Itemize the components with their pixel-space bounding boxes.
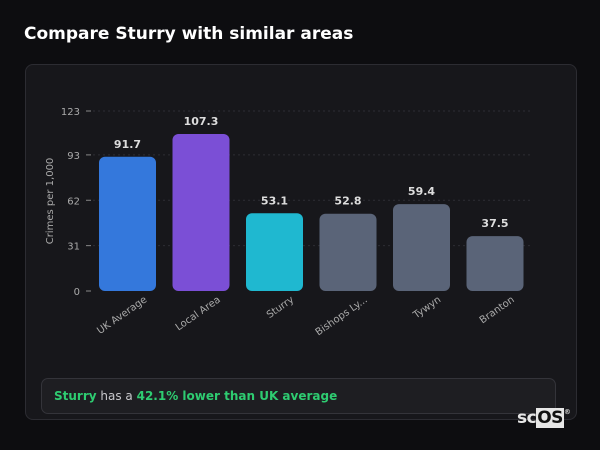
y-tick-label: 31 — [67, 242, 80, 253]
summary-highlight: 42.1% lower than UK average — [136, 389, 338, 403]
x-tick-label: Branton — [478, 294, 517, 326]
bar — [246, 213, 303, 291]
x-tick-label: UK Average — [95, 294, 149, 336]
x-tick-label: Tywyn — [411, 294, 443, 321]
bar — [393, 204, 450, 291]
data-label: 37.5 — [481, 217, 508, 230]
data-label: 52.8 — [334, 195, 361, 208]
page-title: Compare Sturry with similar areas — [24, 24, 354, 44]
bar — [319, 213, 377, 291]
bar — [172, 133, 230, 291]
summary-area: Sturry — [54, 389, 97, 403]
summary-text: has a — [96, 389, 137, 403]
x-tick-label: Local Area — [174, 294, 223, 333]
data-label: 91.7 — [114, 138, 141, 151]
y-tick-label: 62 — [67, 196, 80, 207]
x-tick-label: Bishops Ly... — [314, 294, 370, 338]
y-tick-label: 93 — [67, 151, 80, 162]
y-axis-label: Crimes per 1,000 — [45, 158, 56, 245]
scos-logo: scOS® — [517, 408, 571, 428]
data-label: 107.3 — [184, 115, 219, 128]
data-label: 53.1 — [261, 194, 288, 207]
data-label: 59.4 — [408, 185, 435, 198]
bar — [466, 236, 524, 291]
summary-box: Sturry has a 42.1% lower than UK average — [41, 378, 556, 414]
y-tick-label: 123 — [61, 107, 80, 118]
x-tick-label: Sturry — [265, 294, 296, 321]
y-tick-label: 0 — [74, 287, 80, 298]
bar — [99, 156, 156, 291]
